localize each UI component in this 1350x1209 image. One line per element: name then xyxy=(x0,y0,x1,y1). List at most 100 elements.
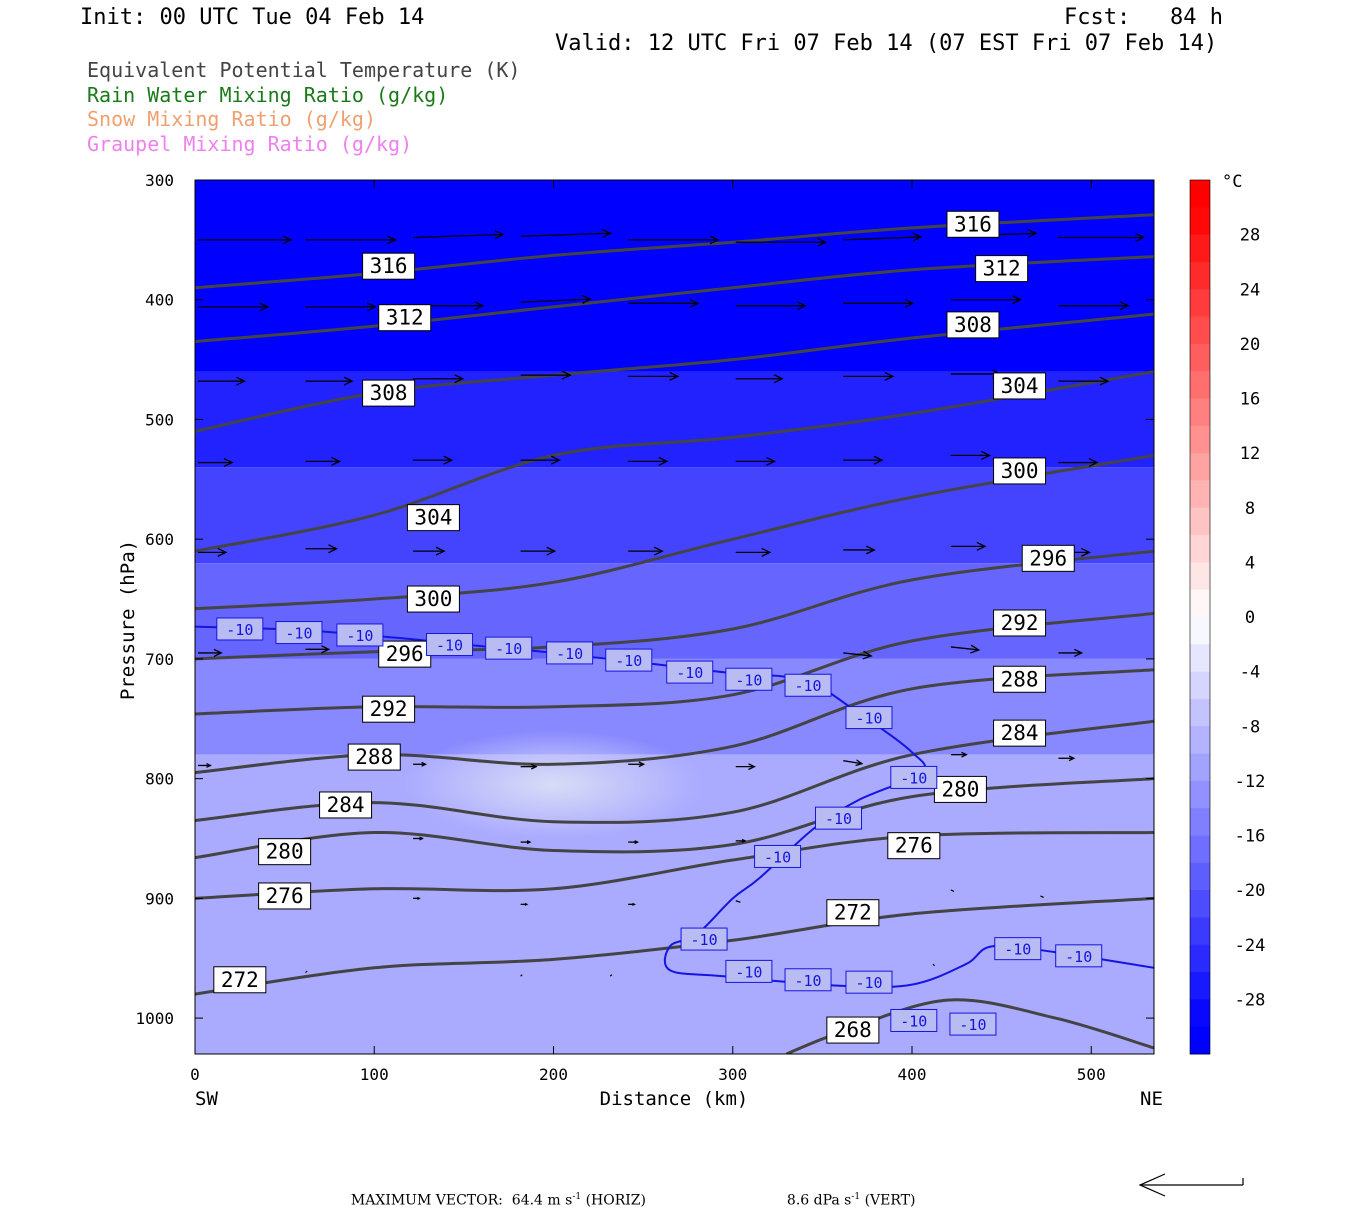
wind-vector-head-54 xyxy=(638,761,646,768)
theta-e-label-20: 288 xyxy=(1001,667,1039,691)
theta-e-label-5: 296 xyxy=(386,642,424,666)
wind-vector-67 xyxy=(950,889,955,893)
vert-value: 8.6 dPa s xyxy=(786,1192,852,1209)
wind-vector-head-6 xyxy=(912,232,923,242)
colorbar-segment-3 xyxy=(1190,261,1210,290)
isotherm-label-box-2 xyxy=(336,623,384,647)
horiz-exponent: -1 xyxy=(572,1192,582,1202)
wind-vector-head-46 xyxy=(321,645,331,654)
wind-vector-head-13 xyxy=(689,298,700,308)
colorbar-segment-27 xyxy=(1190,917,1210,946)
y-tick-label-6: 900 xyxy=(145,889,174,908)
isotherm-label-box-9 xyxy=(784,673,832,697)
wind-vector-head-61 xyxy=(634,840,640,845)
isotherm-label-box-17 xyxy=(845,970,893,994)
colorbar-segment-14 xyxy=(1190,562,1210,591)
isotherm-label-box-11 xyxy=(890,765,938,789)
wind-vector-head-49 xyxy=(970,644,981,654)
colorbar-segment-16 xyxy=(1190,617,1210,645)
isotherm-label-13: -10 xyxy=(764,848,791,866)
y-tick-label-2: 500 xyxy=(145,410,174,429)
theta-e-label-10: 276 xyxy=(266,884,304,908)
colorbar-segment-17 xyxy=(1190,644,1210,673)
x-tick-label-4: 400 xyxy=(898,1065,927,1084)
wind-vector-head-34 xyxy=(981,450,992,460)
theta-e-label-box-18 xyxy=(1021,544,1075,572)
colorbar-label-6: 4 xyxy=(1245,553,1255,573)
wind-vector-head-27 xyxy=(223,458,234,468)
theta-e-label-box-4 xyxy=(406,585,460,613)
wind-vector-head-23 xyxy=(773,374,784,384)
theta-e-label-box-10 xyxy=(258,882,312,910)
theta-e-contour-276 xyxy=(195,831,1154,900)
colorbar-segment-2 xyxy=(1190,234,1210,263)
wind-vector-head-7 xyxy=(1027,229,1038,239)
reference-arrow xyxy=(1138,1173,1244,1197)
wind-vector-head-30 xyxy=(551,455,561,465)
colorbar-segment-21 xyxy=(1190,753,1210,782)
wind-vector-head-42 xyxy=(865,545,876,555)
theta-e-label-24: 272 xyxy=(834,901,872,925)
theta-e-label-16: 304 xyxy=(1001,374,1039,398)
wind-vector-72 xyxy=(932,963,935,967)
theta-e-label-box-15 xyxy=(946,311,1000,339)
wind-vector-head-38 xyxy=(435,546,446,556)
theta-e-label-11: 272 xyxy=(221,968,259,992)
isotherm-label-10: -10 xyxy=(855,710,882,728)
theta-e-label-1: 312 xyxy=(386,306,424,330)
isotherm-label-box-18 xyxy=(890,1008,938,1032)
theta-e-label-4: 300 xyxy=(414,587,452,611)
colorbar-segment-10 xyxy=(1190,453,1210,481)
legend-rain: Rain Water Mixing Ratio (g/kg) xyxy=(87,83,449,107)
wind-vector-head-24 xyxy=(884,371,895,381)
wind-vector-head-58 xyxy=(1068,755,1076,762)
wind-vector-56 xyxy=(843,760,863,765)
wind-vector-head-28 xyxy=(331,456,342,466)
isotherm-label-box-14 xyxy=(680,927,728,951)
theta-e-label-13: 316 xyxy=(954,212,992,236)
wind-vector-head-18 xyxy=(236,376,246,386)
wind-vector-head-37 xyxy=(328,544,339,554)
isotherm-label-20: -10 xyxy=(1004,941,1031,959)
theta-e-label-box-22 xyxy=(933,775,987,803)
colorbar-unit: °C xyxy=(1222,172,1242,192)
isotherm-label-4: -10 xyxy=(495,640,522,658)
wind-vector-head-59 xyxy=(419,836,424,841)
isotherm-label-box-4 xyxy=(485,636,533,660)
wind-vector-12 xyxy=(520,298,591,303)
theta-e-label-19: 292 xyxy=(1001,611,1039,635)
legend-graupel: Graupel Mixing Ratio (g/kg) xyxy=(87,132,413,156)
colorbar-segment-22 xyxy=(1190,780,1210,809)
colorbar-label-10: -12 xyxy=(1235,772,1266,792)
isotherm-label-box-6 xyxy=(605,648,653,672)
isotherm-label-14: -10 xyxy=(691,931,718,949)
wind-vector-head-10 xyxy=(366,302,377,312)
colorbar-label-11: -16 xyxy=(1235,827,1266,847)
forecast-hour: Fcst: 84 h xyxy=(1064,5,1223,30)
wind-vector-71 xyxy=(609,974,613,977)
isotherm-label-box-1 xyxy=(275,621,323,645)
wind-vector-head-12 xyxy=(581,294,592,304)
isotherm-label-3: -10 xyxy=(436,637,463,655)
theta-e-contour-272 xyxy=(195,896,1154,996)
isotherm-label-6: -10 xyxy=(615,652,642,670)
wind-vector-49 xyxy=(950,646,979,651)
colorbar-segment-15 xyxy=(1190,589,1210,618)
isotherm-label-box-20 xyxy=(994,937,1042,961)
colorbar-label-3: 16 xyxy=(1240,390,1260,410)
colorbar-segment-24 xyxy=(1190,835,1210,864)
wind-vector-head-63 xyxy=(417,896,421,900)
theta-e-label-3: 304 xyxy=(414,506,452,530)
isotherm-label-box-19 xyxy=(949,1012,997,1036)
colorbar-segment-29 xyxy=(1190,972,1210,1000)
wind-vector-head-36 xyxy=(217,547,228,557)
isotherm-label-18: -10 xyxy=(900,1012,927,1030)
colorbar-label-0: 28 xyxy=(1240,226,1260,246)
theta-e-label-box-24 xyxy=(826,899,880,927)
isotherm-label-box-7 xyxy=(666,660,714,684)
theta-e-label-box-14 xyxy=(975,255,1029,283)
theta-e-label-12: 268 xyxy=(834,1018,872,1042)
valid-time: Valid: 12 UTC Fri 07 Feb 14 (07 EST Fri … xyxy=(555,31,1218,56)
wind-vector-48 xyxy=(843,652,872,657)
wind-vector-head-17 xyxy=(1119,301,1130,311)
